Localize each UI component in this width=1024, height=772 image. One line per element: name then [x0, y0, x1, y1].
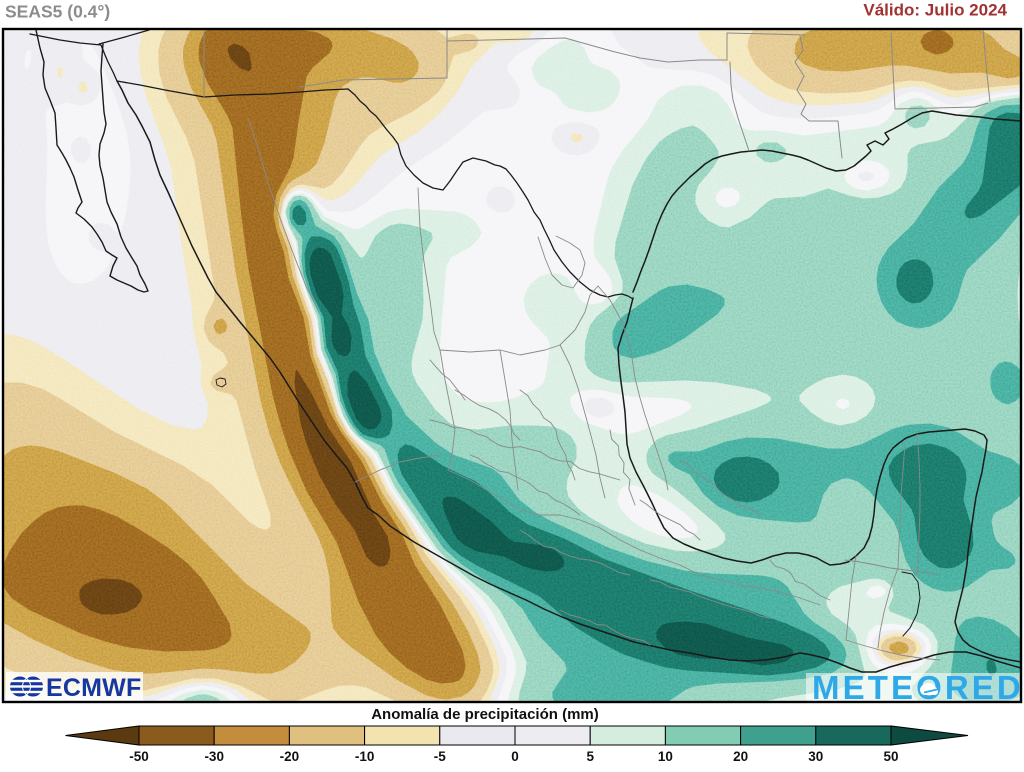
svg-text:Válido: Julio 2024: Válido: Julio 2024 — [863, 1, 1007, 20]
svg-text:-20: -20 — [280, 749, 300, 764]
svg-text:10: 10 — [658, 749, 673, 764]
svg-text:30: 30 — [808, 749, 823, 764]
svg-text:-5: -5 — [434, 749, 446, 764]
svg-text:METEORED: METEORED — [812, 669, 1024, 706]
svg-text:5: 5 — [586, 749, 594, 764]
svg-text:Anomalía de precipitación (mm): Anomalía de precipitación (mm) — [371, 706, 599, 723]
svg-text:ECMWF: ECMWF — [46, 674, 141, 702]
svg-text:-50: -50 — [129, 749, 149, 764]
svg-text:20: 20 — [733, 749, 748, 764]
svg-text:-30: -30 — [204, 749, 224, 764]
svg-text:-10: -10 — [355, 749, 375, 764]
svg-text:50: 50 — [883, 749, 898, 764]
svg-text:0: 0 — [511, 749, 519, 764]
svg-text:SEAS5 (0.4°): SEAS5 (0.4°) — [5, 2, 110, 22]
